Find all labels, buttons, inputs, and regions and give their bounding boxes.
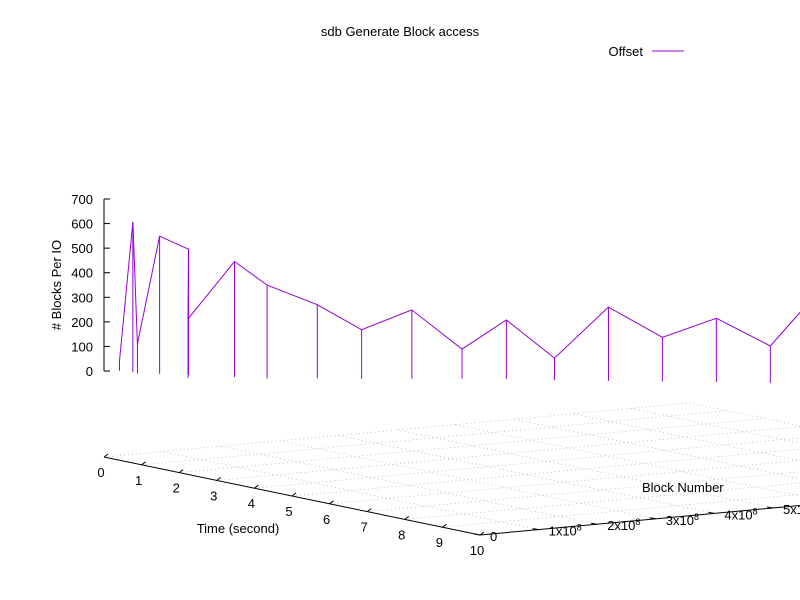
z-axis-ticks: 0 100 200 300 400 500 600 700 bbox=[71, 192, 110, 379]
x-tick-label: 2 bbox=[173, 481, 180, 496]
x-tick-mark bbox=[366, 508, 372, 513]
z-axis-label: # Blocks Per IO bbox=[49, 240, 64, 330]
z-tick-label: 0 bbox=[86, 364, 93, 379]
x-tick-label: 0 bbox=[97, 465, 104, 480]
y-tick-mark bbox=[766, 506, 774, 509]
y-tick-exponent: 8 bbox=[635, 517, 640, 527]
x-tick-mark bbox=[479, 531, 485, 536]
y-tick-mark bbox=[473, 533, 481, 536]
x-tick-label: 8 bbox=[398, 527, 405, 542]
y-tick-label: 3x108 bbox=[666, 512, 699, 528]
x-tick-mark bbox=[178, 469, 184, 474]
z-tick-label: 200 bbox=[71, 315, 93, 330]
x-tick-label: 1 bbox=[135, 473, 142, 488]
y-tick-label: 2x108 bbox=[607, 517, 640, 533]
grid-line-y bbox=[221, 445, 598, 525]
z-tick-label: 400 bbox=[71, 266, 93, 281]
y-tick-label: 1x108 bbox=[549, 523, 582, 539]
y-axis-ticks: 01x1082x1083x1084x1085x1086x1087x1088x10… bbox=[473, 501, 800, 544]
y-tick-mark bbox=[708, 511, 715, 514]
x-tick-mark bbox=[216, 476, 222, 481]
legend-label: Offset bbox=[609, 44, 644, 59]
x-tick-label: 6 bbox=[323, 512, 330, 527]
grid-line-y bbox=[689, 402, 800, 427]
x-tick-label: 5 bbox=[285, 504, 292, 519]
x-axis-ticks: 0 1 2 3 4 5 6 7 8 9 10 bbox=[97, 453, 485, 558]
grid-line-x bbox=[291, 448, 800, 497]
grid-line-y bbox=[455, 424, 800, 497]
y-tick-label: 0 bbox=[490, 529, 497, 544]
z-tick-label: 500 bbox=[71, 241, 93, 256]
x-tick-mark bbox=[291, 492, 297, 497]
x-tick-mark bbox=[442, 523, 447, 528]
x-tick-label: 4 bbox=[248, 496, 255, 511]
grid-line-y bbox=[631, 408, 800, 444]
grid-line-y bbox=[514, 418, 800, 479]
y-tick-mark bbox=[649, 517, 656, 520]
y-tick-label: 5x108 bbox=[783, 501, 800, 517]
x-tick-mark bbox=[329, 500, 334, 505]
x-tick-mark bbox=[141, 461, 146, 466]
grid-line-y bbox=[162, 451, 539, 530]
grid-line-y bbox=[572, 413, 800, 462]
z-tick-label: 300 bbox=[71, 290, 93, 305]
grid-line-x bbox=[329, 460, 800, 505]
legend: Offset bbox=[609, 44, 684, 59]
chart-title: sdb Generate Block access bbox=[321, 24, 480, 39]
y-tick-exponent: 8 bbox=[753, 506, 758, 516]
grid-line-x bbox=[141, 410, 728, 466]
grid-line-y bbox=[279, 440, 656, 520]
x-tick-mark bbox=[254, 484, 259, 489]
x-tick-mark bbox=[404, 516, 410, 520]
y-tick-mark bbox=[591, 522, 598, 525]
grid-line-y bbox=[396, 429, 774, 509]
grid-line-y bbox=[338, 435, 715, 514]
grid-line-x bbox=[367, 471, 800, 512]
z-tick-label: 600 bbox=[71, 217, 93, 232]
x-tick-mark bbox=[103, 453, 109, 458]
z-tick-label: 700 bbox=[71, 192, 93, 207]
x-tick-label: 7 bbox=[361, 520, 368, 535]
z-tick-label: 100 bbox=[71, 339, 93, 354]
y-tick-exponent: 8 bbox=[577, 523, 582, 533]
y-axis-label: Block Number bbox=[642, 480, 724, 495]
grid-line-x bbox=[216, 426, 800, 481]
series-offset bbox=[118, 221, 800, 383]
series-line bbox=[119, 221, 800, 361]
y-tick-label: 4x108 bbox=[724, 506, 757, 522]
x-tick-label: 10 bbox=[470, 543, 484, 558]
y-tick-exponent: 8 bbox=[694, 512, 699, 522]
x-axis-label: Time (second) bbox=[197, 521, 280, 536]
x-tick-label: 3 bbox=[210, 488, 217, 503]
y-tick-mark bbox=[532, 528, 539, 531]
x-tick-label: 9 bbox=[436, 535, 443, 550]
